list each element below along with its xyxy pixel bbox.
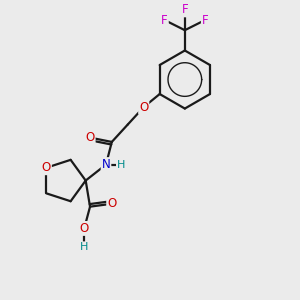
Text: F: F <box>202 14 208 26</box>
Text: H: H <box>80 242 88 252</box>
Text: F: F <box>182 3 188 16</box>
Text: H: H <box>117 160 125 170</box>
Text: O: O <box>139 100 148 114</box>
Text: F: F <box>161 14 168 26</box>
Text: O: O <box>85 131 95 144</box>
Text: O: O <box>42 161 51 174</box>
Text: N: N <box>102 158 110 171</box>
Text: O: O <box>80 222 89 235</box>
Text: O: O <box>107 197 116 210</box>
